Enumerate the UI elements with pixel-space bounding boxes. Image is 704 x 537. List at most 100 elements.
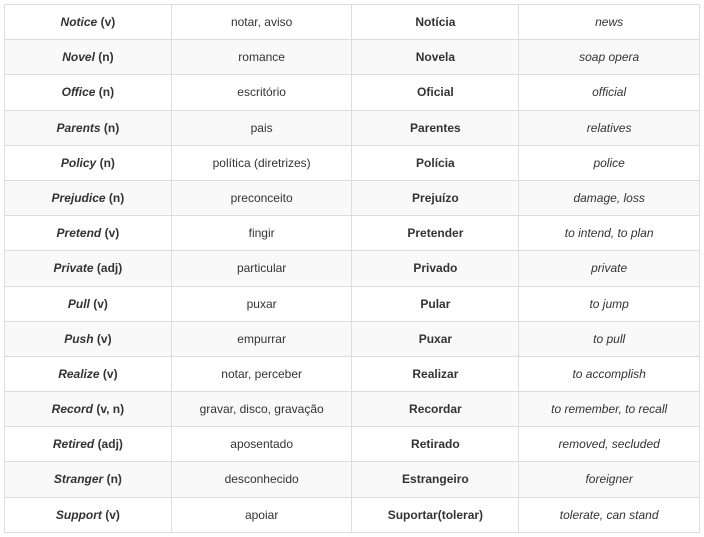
part-of-speech: (n): [100, 156, 115, 170]
english-word: Notice: [61, 15, 98, 29]
cell-cognate-meaning: police: [519, 145, 700, 180]
cell-false-cognate: Puxar: [352, 321, 519, 356]
cell-portuguese-translation: fingir: [171, 216, 352, 251]
cell-portuguese-translation: pais: [171, 110, 352, 145]
table-row: Notice (v)notar, avisoNotícianews: [5, 5, 700, 40]
cell-english-word: Pull (v): [5, 286, 172, 321]
cell-false-cognate: Notícia: [352, 5, 519, 40]
cell-portuguese-translation: apoiar: [171, 497, 352, 532]
cell-portuguese-translation: aposentado: [171, 427, 352, 462]
english-word: Record: [52, 402, 93, 416]
cell-cognate-meaning: news: [519, 5, 700, 40]
cell-false-cognate: Pretender: [352, 216, 519, 251]
part-of-speech: (v): [103, 367, 118, 381]
cell-english-word: Pretend (v): [5, 216, 172, 251]
part-of-speech: (n): [104, 121, 119, 135]
english-word: Realize: [58, 367, 99, 381]
part-of-speech: (n): [98, 50, 113, 64]
part-of-speech: (v): [93, 297, 108, 311]
table-row: Office (n)escritórioOficialofficial: [5, 75, 700, 110]
cell-portuguese-translation: gravar, disco, gravação: [171, 392, 352, 427]
cell-portuguese-translation: puxar: [171, 286, 352, 321]
cell-cognate-meaning: to pull: [519, 321, 700, 356]
cell-english-word: Record (v, n): [5, 392, 172, 427]
part-of-speech: (v, n): [96, 402, 124, 416]
table-body: Notice (v)notar, avisoNotícianewsNovel (…: [5, 5, 700, 533]
cell-english-word: Retired (adj): [5, 427, 172, 462]
part-of-speech: (adj): [98, 437, 123, 451]
part-of-speech: (v): [101, 15, 116, 29]
cell-false-cognate: Recordar: [352, 392, 519, 427]
english-word: Retired: [53, 437, 94, 451]
cell-portuguese-translation: romance: [171, 40, 352, 75]
table-row: Record (v, n)gravar, disco, gravaçãoReco…: [5, 392, 700, 427]
cell-cognate-meaning: to accomplish: [519, 356, 700, 391]
cell-portuguese-translation: empurrar: [171, 321, 352, 356]
cell-english-word: Office (n): [5, 75, 172, 110]
table-row: Stranger (n)desconhecidoEstrangeiroforei…: [5, 462, 700, 497]
table-row: Push (v)empurrarPuxarto pull: [5, 321, 700, 356]
cell-cognate-meaning: foreigner: [519, 462, 700, 497]
cell-false-cognate: Retirado: [352, 427, 519, 462]
english-word: Push: [64, 332, 93, 346]
part-of-speech: (n): [107, 472, 122, 486]
table-row: Parents (n)paisParentesrelatives: [5, 110, 700, 145]
cell-english-word: Private (adj): [5, 251, 172, 286]
part-of-speech: (v): [97, 332, 112, 346]
table-row: Support (v)apoiarSuportar(tolerar)tolera…: [5, 497, 700, 532]
cell-english-word: Realize (v): [5, 356, 172, 391]
cell-english-word: Novel (n): [5, 40, 172, 75]
part-of-speech: (n): [99, 85, 114, 99]
cell-cognate-meaning: damage, loss: [519, 180, 700, 215]
cell-cognate-meaning: to jump: [519, 286, 700, 321]
cell-portuguese-translation: escritório: [171, 75, 352, 110]
cell-false-cognate: Estrangeiro: [352, 462, 519, 497]
cell-cognate-meaning: relatives: [519, 110, 700, 145]
table-row: Policy (n)política (diretrizes)Políciapo…: [5, 145, 700, 180]
cell-false-cognate: Novela: [352, 40, 519, 75]
cell-cognate-meaning: to remember, to recall: [519, 392, 700, 427]
cell-false-cognate: Prejuízo: [352, 180, 519, 215]
cell-false-cognate: Privado: [352, 251, 519, 286]
cell-cognate-meaning: official: [519, 75, 700, 110]
table-row: Private (adj)particularPrivadoprivate: [5, 251, 700, 286]
cell-english-word: Support (v): [5, 497, 172, 532]
table-row: Prejudice (n)preconceitoPrejuízodamage, …: [5, 180, 700, 215]
cell-portuguese-translation: notar, perceber: [171, 356, 352, 391]
cell-false-cognate: Pular: [352, 286, 519, 321]
table-row: Retired (adj)aposentadoRetiradoremoved, …: [5, 427, 700, 462]
english-word: Stranger: [54, 472, 103, 486]
english-word: Private: [54, 261, 94, 275]
english-word: Office: [62, 85, 96, 99]
cell-english-word: Parents (n): [5, 110, 172, 145]
english-word: Novel: [62, 50, 95, 64]
cell-english-word: Stranger (n): [5, 462, 172, 497]
cell-false-cognate: Oficial: [352, 75, 519, 110]
part-of-speech: (v): [105, 226, 120, 240]
english-word: Pull: [68, 297, 90, 311]
false-cognates-table: Notice (v)notar, avisoNotícianewsNovel (…: [4, 4, 700, 533]
table-row: Pull (v)puxarPularto jump: [5, 286, 700, 321]
cell-portuguese-translation: desconhecido: [171, 462, 352, 497]
part-of-speech: (adj): [97, 261, 122, 275]
cell-english-word: Notice (v): [5, 5, 172, 40]
cell-cognate-meaning: soap opera: [519, 40, 700, 75]
cell-portuguese-translation: particular: [171, 251, 352, 286]
english-word: Parents: [57, 121, 101, 135]
table-row: Realize (v)notar, perceberRealizarto acc…: [5, 356, 700, 391]
table-row: Pretend (v)fingirPretenderto intend, to …: [5, 216, 700, 251]
cell-portuguese-translation: preconceito: [171, 180, 352, 215]
cell-false-cognate: Polícia: [352, 145, 519, 180]
cell-cognate-meaning: removed, secluded: [519, 427, 700, 462]
english-word: Support: [56, 508, 102, 522]
cell-english-word: Policy (n): [5, 145, 172, 180]
cell-english-word: Push (v): [5, 321, 172, 356]
cell-cognate-meaning: tolerate, can stand: [519, 497, 700, 532]
cell-false-cognate: Realizar: [352, 356, 519, 391]
cell-false-cognate: Suportar(tolerar): [352, 497, 519, 532]
cell-false-cognate: Parentes: [352, 110, 519, 145]
cell-portuguese-translation: notar, aviso: [171, 5, 352, 40]
cell-portuguese-translation: política (diretrizes): [171, 145, 352, 180]
cell-english-word: Prejudice (n): [5, 180, 172, 215]
part-of-speech: (v): [105, 508, 120, 522]
